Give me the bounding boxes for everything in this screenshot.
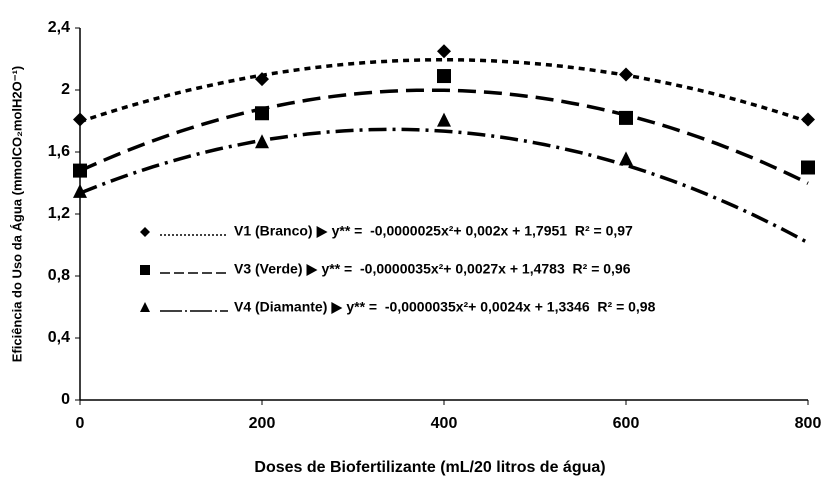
legend-equation: y** = -0,0000035x²+ 0,0024x + 1,3346 R² … [346, 299, 655, 315]
trend-line [79, 88, 809, 185]
y-tick-label: 1,2 [48, 205, 70, 222]
legend-arrow [316, 226, 328, 238]
y-tick-label: 0,8 [48, 267, 70, 284]
point [801, 112, 815, 127]
x-tick-label: 800 [795, 415, 822, 432]
x-axis-label: Doses de Biofertilizante (mL/20 litros d… [254, 459, 605, 476]
point [619, 110, 633, 125]
legend-equation: y** = -0,0000035x²+ 0,0027x + 1,4783 R² … [321, 261, 630, 277]
y-tick-label: 2 [61, 81, 70, 98]
legend-arrow [331, 302, 343, 314]
legend-label: V3 (Verde) [234, 261, 302, 277]
x-tick-label: 200 [249, 415, 276, 432]
x-tick-label: 0 [76, 415, 85, 432]
point [255, 106, 269, 121]
legend-equation: y** = -0,0000025x²+ 0,002x + 1,7951 R² =… [332, 223, 633, 239]
y-tick-label: 2,4 [48, 19, 70, 36]
y-axis-label: Eficiência do Uso da Água (mmolCO₂molH2O… [9, 66, 24, 363]
x-tick-label: 400 [431, 415, 458, 432]
trend-line [79, 127, 809, 245]
point [619, 67, 633, 82]
y-tick-label: 0,4 [48, 329, 70, 346]
trend-line [79, 58, 809, 124]
point [619, 151, 633, 166]
point [437, 69, 451, 84]
point [73, 163, 87, 178]
point [255, 134, 269, 149]
point [437, 112, 451, 127]
point [801, 160, 815, 175]
legend-arrow [306, 264, 318, 276]
legend-marker [140, 302, 150, 312]
y-tick-label: 1,6 [48, 143, 70, 160]
x-tick-label: 600 [613, 415, 640, 432]
legend-marker [140, 227, 150, 237]
legend-label: V4 (Diamante) [234, 299, 327, 315]
point [73, 112, 87, 127]
legend-marker [140, 265, 150, 275]
point [255, 72, 269, 87]
legend-label: V1 (Branco) [234, 223, 313, 239]
y-tick-label: 0 [61, 391, 70, 408]
point [437, 44, 451, 59]
point [73, 183, 87, 198]
